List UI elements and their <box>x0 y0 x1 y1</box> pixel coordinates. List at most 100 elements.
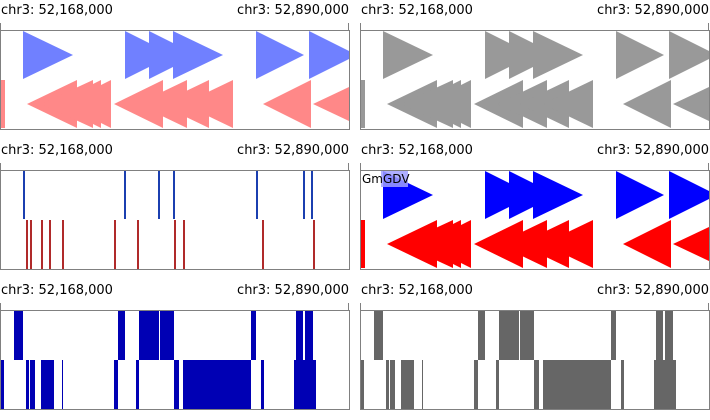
reverse-arrows <box>361 220 709 268</box>
end-tick <box>348 23 349 30</box>
feature-track[interactable] <box>0 310 350 410</box>
reverse-arrow <box>313 87 349 121</box>
start-coordinate: chr3: 52,168,000 <box>1 3 113 18</box>
forward-blocks <box>374 311 673 360</box>
genome-panel-2: chr3: 52,168,000 chr3: 52,890,000 <box>360 0 710 140</box>
forward-block <box>478 311 485 360</box>
reverse-lines <box>26 220 315 269</box>
reverse-block <box>1 360 4 409</box>
forward-arrow <box>309 31 349 79</box>
reverse-block <box>136 360 139 409</box>
reverse-block <box>654 360 676 409</box>
feature-track[interactable] <box>360 30 710 130</box>
start-tick <box>360 23 361 30</box>
forward-block <box>305 311 313 360</box>
end-coordinate: chr3: 52,890,000 <box>597 3 709 18</box>
forward-arrow <box>616 31 664 79</box>
reverse-arrow <box>183 80 233 128</box>
end-tick <box>348 163 349 170</box>
genome-panel-1: chr3: 52,168,000 chr3: 52,890,000 <box>0 0 350 140</box>
reverse-block <box>294 360 316 409</box>
reverse-block <box>47 360 54 409</box>
reverse-block <box>361 220 365 268</box>
forward-arrow <box>256 31 304 79</box>
forward-arrow <box>533 31 583 79</box>
feature-highlight <box>381 171 408 187</box>
forward-block <box>665 311 673 360</box>
feature-track[interactable]: GmGDV <box>360 170 710 270</box>
forward-block <box>160 311 174 360</box>
end-tick <box>708 23 709 30</box>
reverse-block <box>41 360 47 409</box>
reverse-arrow <box>543 220 593 268</box>
reverse-block <box>261 360 264 409</box>
reverse-block <box>390 360 395 409</box>
arrow-track-svg <box>361 31 709 128</box>
start-tick <box>0 163 1 170</box>
start-coordinate: chr3: 52,168,000 <box>361 283 473 298</box>
feature-track[interactable] <box>360 310 710 410</box>
reverse-arrows <box>1 80 349 128</box>
reverse-blocks <box>1 360 316 409</box>
start-coordinate: chr3: 52,168,000 <box>361 143 473 158</box>
forward-arrow <box>669 171 709 219</box>
end-tick <box>348 303 349 310</box>
reverse-arrow <box>63 80 111 128</box>
reverse-block <box>30 360 35 409</box>
reverse-block <box>62 360 63 409</box>
reverse-arrow <box>673 87 709 121</box>
forward-arrows <box>383 171 709 219</box>
forward-block <box>296 311 303 360</box>
forward-arrow <box>669 31 709 79</box>
feature-track[interactable] <box>0 30 350 130</box>
start-tick <box>0 303 1 310</box>
forward-block <box>251 311 256 360</box>
reverse-arrow <box>673 227 709 261</box>
genome-panel-5: chr3: 52,168,000 chr3: 52,890,000 <box>0 280 350 420</box>
forward-block <box>139 311 159 360</box>
start-coordinate: chr3: 52,168,000 <box>1 283 113 298</box>
arrow-track-svg <box>361 171 709 268</box>
reverse-arrows <box>361 80 709 128</box>
forward-block <box>118 311 125 360</box>
reverse-block <box>114 360 118 409</box>
end-coordinate: chr3: 52,890,000 <box>237 283 349 298</box>
reverse-arrow <box>423 80 471 128</box>
end-coordinate: chr3: 52,890,000 <box>597 283 709 298</box>
reverse-block <box>534 360 539 409</box>
reverse-block <box>496 360 499 409</box>
end-tick <box>708 303 709 310</box>
reverse-block <box>621 360 624 409</box>
forward-block <box>656 311 663 360</box>
forward-block <box>520 311 534 360</box>
forward-arrows <box>23 31 349 79</box>
forward-arrow <box>383 31 433 79</box>
end-coordinate: chr3: 52,890,000 <box>597 143 709 158</box>
reverse-block <box>26 360 29 409</box>
end-coordinate: chr3: 52,890,000 <box>237 143 349 158</box>
forward-arrow <box>23 31 73 79</box>
end-coordinate: chr3: 52,890,000 <box>237 3 349 18</box>
reverse-block <box>543 360 611 409</box>
forward-block <box>374 311 383 360</box>
reverse-arrow <box>623 220 671 268</box>
reverse-arrow <box>423 220 471 268</box>
start-tick <box>360 303 361 310</box>
reverse-block <box>401 360 407 409</box>
reverse-arrow <box>543 80 593 128</box>
feature-label[interactable]: GmGDV <box>362 172 410 186</box>
genome-panel-4: chr3: 52,168,000 chr3: 52,890,000 <box>360 140 710 280</box>
forward-block <box>611 311 616 360</box>
reverse-block <box>361 80 365 128</box>
reverse-blocks <box>361 360 676 409</box>
feature-track[interactable] <box>0 170 350 270</box>
reverse-block <box>422 360 423 409</box>
line-track-svg <box>23 171 315 269</box>
reverse-block <box>474 360 478 409</box>
reverse-block <box>386 360 389 409</box>
reverse-arrow <box>623 80 671 128</box>
reverse-block <box>174 360 179 409</box>
forward-blocks <box>14 311 313 360</box>
forward-lines <box>23 171 313 219</box>
forward-arrows <box>383 31 709 79</box>
